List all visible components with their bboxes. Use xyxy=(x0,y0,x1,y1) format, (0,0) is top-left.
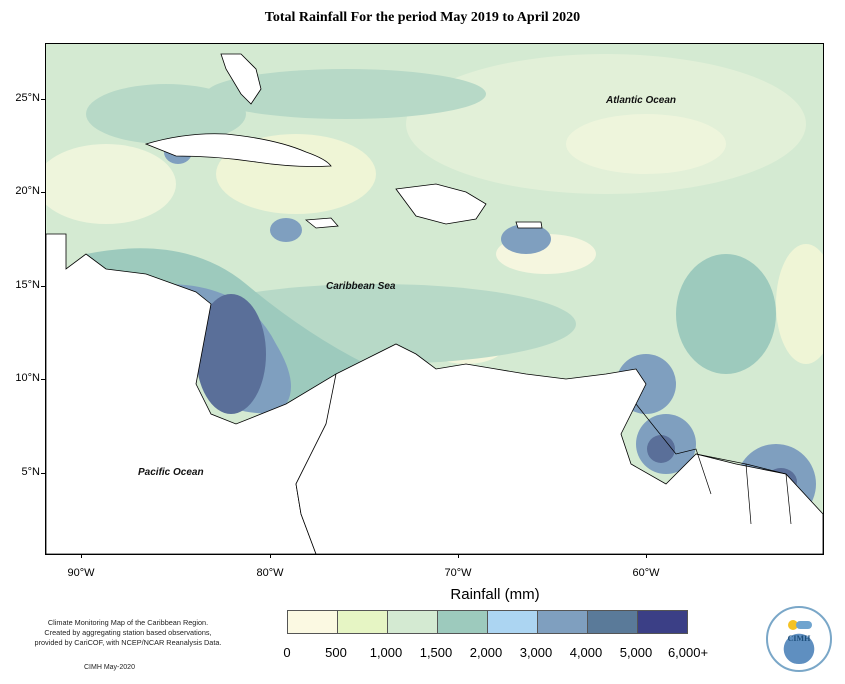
rainfall-zone-gulf-dry xyxy=(46,144,176,224)
rainfall-zone-atlantic-drier xyxy=(566,114,726,174)
credit-line-2: Created by aggregating station based obs… xyxy=(44,628,212,637)
lat-tick-20n: 20°N xyxy=(15,185,40,197)
legend-break-1: 500 xyxy=(325,645,347,660)
south-america-land xyxy=(295,343,823,554)
rainfall-zone-panama-wettest xyxy=(196,294,266,414)
legend-break-3: 1,500 xyxy=(419,645,453,660)
florida-land xyxy=(220,53,262,105)
legend-swatch-2 xyxy=(388,611,438,633)
pacific-ocean-label: Pacific Ocean xyxy=(138,467,204,478)
lat-tick-15n: 15°N xyxy=(15,279,40,291)
caribbean-sea-label: Caribbean Sea xyxy=(326,281,396,292)
rainfall-zone-guyana-wettest xyxy=(647,435,675,463)
legend-break-4: 2,000 xyxy=(469,645,503,660)
rainfall-zone-east-dry xyxy=(776,244,823,364)
legend-colorbar xyxy=(287,610,688,634)
credit-line-3: provided by CariCOF, with NCEP/NCAR Rean… xyxy=(34,638,222,647)
lat-tick-5n: 5°N xyxy=(21,466,40,478)
lat-tick-10n: 10°N xyxy=(15,372,40,384)
logo-text: CIMH xyxy=(787,634,811,643)
lon-tick-90w: 90°W xyxy=(67,567,95,579)
lat-tick-mark xyxy=(41,99,45,100)
rainfall-zone-bahamas-wet xyxy=(206,69,486,119)
legend-title: Rainfall (mm) xyxy=(450,586,540,603)
legend-break-8: 6,000+ xyxy=(667,645,709,660)
credit-line-1: Climate Monitoring Map of the Caribbean … xyxy=(47,618,209,627)
lat-tick-mark xyxy=(41,473,45,474)
map-title: Total Rainfall For the period May 2019 t… xyxy=(264,10,581,25)
lon-tick-mark xyxy=(646,554,647,558)
lat-tick-mark xyxy=(41,192,45,193)
sun-icon xyxy=(788,620,798,630)
hispaniola-land xyxy=(395,183,487,225)
lat-tick-mark xyxy=(41,286,45,287)
country-borders xyxy=(635,403,792,525)
legend-break-2: 1,000 xyxy=(369,645,403,660)
legend-swatch-7 xyxy=(638,611,687,633)
rainfall-zone-puerto-rico-wet xyxy=(501,224,551,254)
map-credit: Climate Monitoring Map of the Caribbean … xyxy=(18,618,238,648)
lat-tick-mark xyxy=(41,379,45,380)
legend-swatch-5 xyxy=(538,611,588,633)
lon-tick-mark xyxy=(81,554,82,558)
lat-tick-25n: 25°N xyxy=(15,92,40,104)
legend-swatch-1 xyxy=(338,611,388,633)
rainfall-zone-florida-wet xyxy=(86,84,246,144)
legend-break-6: 4,000 xyxy=(569,645,603,660)
credit-date: CIMH May-2020 xyxy=(84,664,135,671)
legend-break-5: 3,000 xyxy=(519,645,553,660)
atlantic-ocean-label: Atlantic Ocean xyxy=(606,95,677,106)
jamaica-land xyxy=(304,217,339,229)
legend-break-7: 5,000 xyxy=(619,645,653,660)
cuba-land xyxy=(144,133,332,167)
lon-tick-70w: 70°W xyxy=(444,567,472,579)
rainfall-zone-jamaica-wet xyxy=(270,218,302,242)
lon-tick-80w: 80°W xyxy=(256,567,284,579)
rainfall-zone-east-wet xyxy=(676,254,776,374)
legend-break-0: 0 xyxy=(283,645,291,660)
legend-swatch-4 xyxy=(488,611,538,633)
map-canvas xyxy=(46,44,823,554)
cloud-icon xyxy=(796,621,812,629)
rainfall-map[interactable]: Atlantic Ocean Caribbean Sea Pacific Oce… xyxy=(45,43,824,555)
lon-tick-mark xyxy=(270,554,271,558)
lon-tick-mark xyxy=(458,554,459,558)
legend-swatch-3 xyxy=(438,611,488,633)
legend-swatch-0 xyxy=(288,611,338,633)
puerto-rico-land xyxy=(515,221,543,229)
cimh-logo: CIMH xyxy=(766,606,832,672)
lon-tick-60w: 60°W xyxy=(632,567,660,579)
legend-swatch-6 xyxy=(588,611,638,633)
